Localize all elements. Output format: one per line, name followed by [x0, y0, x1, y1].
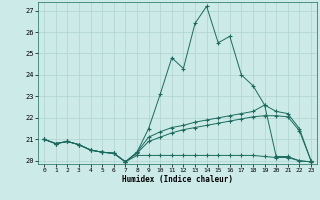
X-axis label: Humidex (Indice chaleur): Humidex (Indice chaleur): [122, 175, 233, 184]
